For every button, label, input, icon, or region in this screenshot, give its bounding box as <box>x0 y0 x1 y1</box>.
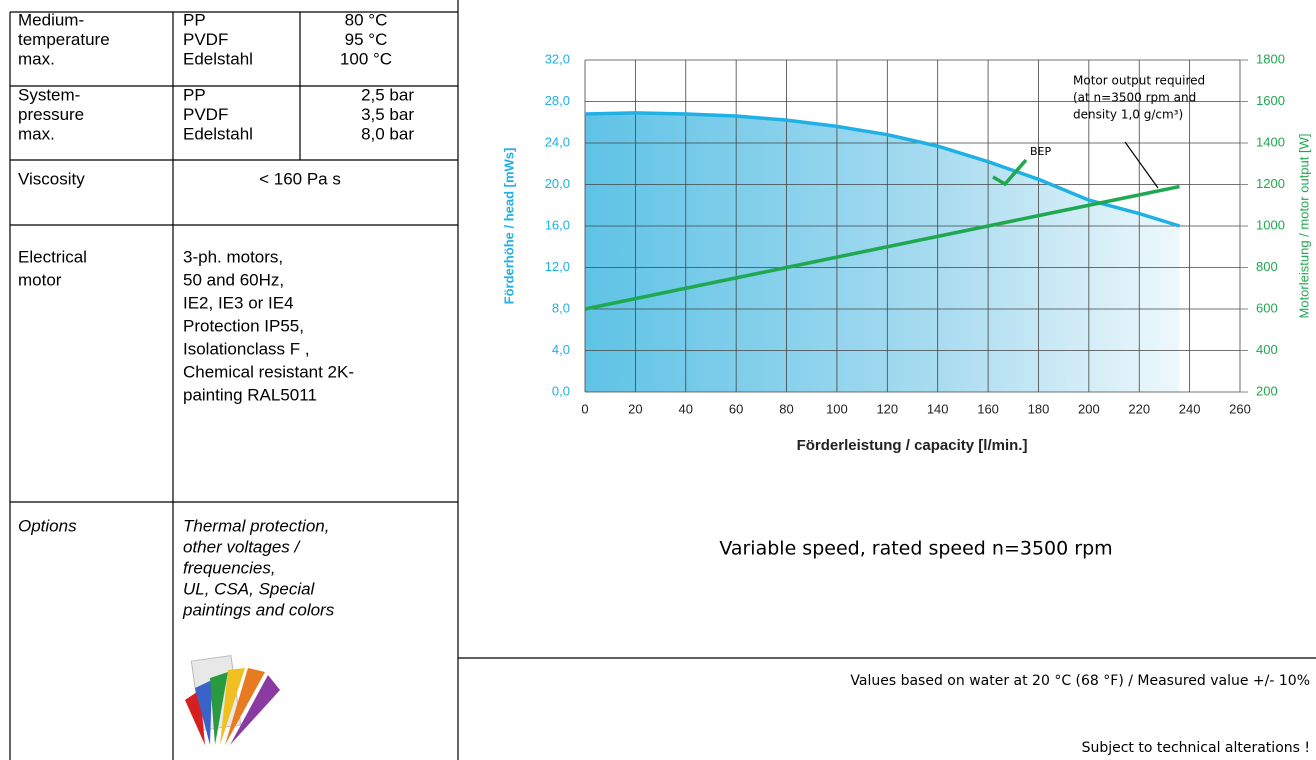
row-label: motor <box>18 270 62 289</box>
limit-value: 95 °C <box>345 30 388 49</box>
caption: Variable speed, rated speed n=3500 rpm <box>719 538 1112 560</box>
cell-text: UL, CSA, Special <box>183 579 316 598</box>
y-tick-label: 20,0 <box>545 176 570 191</box>
y-tick-label: 8,0 <box>552 300 570 315</box>
x-tick-label: 160 <box>977 401 999 416</box>
x-tick-label: 260 <box>1229 401 1251 416</box>
material: PP <box>183 10 206 29</box>
material: Edelstahl <box>183 49 253 68</box>
annotation: Motor output required <box>1073 74 1205 88</box>
annotation: (at n=3500 rpm and <box>1073 91 1196 105</box>
series-line <box>584 111 1181 228</box>
cell-text: Thermal protection, <box>183 516 329 535</box>
x-tick-label: 40 <box>679 401 693 416</box>
cell-text: other voltages / <box>183 537 302 556</box>
y-tick-label: 32,0 <box>545 51 570 66</box>
y-tick-label: 16,0 <box>545 217 570 232</box>
x-tick-label: 120 <box>876 401 898 416</box>
limit-value: 80 °C <box>345 10 388 29</box>
cell-text: paintings and colors <box>182 600 335 619</box>
bep-label: BEP <box>1030 145 1051 158</box>
y2-tick-label: 800 <box>1256 259 1278 274</box>
row-label: pressure <box>18 105 84 124</box>
row-label: System- <box>18 85 80 104</box>
y-axis-title: Förderhöhe / head [mWs] <box>501 148 516 305</box>
row-label: temperature <box>18 30 110 49</box>
material: Edelstahl <box>183 124 253 143</box>
row-label: max. <box>18 124 55 143</box>
y-tick-label: 0,0 <box>552 383 570 398</box>
x-axis-title: Förderleistung / capacity [l/min.] <box>797 437 1028 454</box>
row-label: Options <box>18 516 77 535</box>
note: Values based on water at 20 °C (68 °F) /… <box>850 673 1310 689</box>
y-tick-label: 28,0 <box>545 93 570 108</box>
annotation: density 1,0 g/cm³) <box>1073 108 1183 122</box>
x-tick-label: 60 <box>729 401 743 416</box>
cell-text: 50 and 60Hz, <box>183 270 284 289</box>
disclaimer: Subject to technical alterations ! <box>1082 740 1310 756</box>
table-lines <box>9 0 1316 760</box>
x-tick-label: 0 <box>581 401 588 416</box>
material: PVDF <box>183 105 228 124</box>
y2-tick-label: 400 <box>1256 342 1278 357</box>
cell-text: IE2, IE3 or IE4 <box>183 293 294 312</box>
cell-text: Isolationclass F , <box>183 339 310 358</box>
head-area <box>585 112 1180 392</box>
cell-text: Protection IP55, <box>183 316 304 335</box>
y2-tick-label: 1400 <box>1256 134 1285 149</box>
limit-value: 3,5 bar <box>361 105 414 124</box>
y2-tick-label: 1600 <box>1256 93 1285 108</box>
limit-value: 2,5 bar <box>361 85 414 104</box>
y2-tick-label: 1000 <box>1256 217 1285 232</box>
y-tick-label: 4,0 <box>552 342 570 357</box>
color-fan-image <box>185 654 280 745</box>
limit-value: 8,0 bar <box>361 124 414 143</box>
y2-tick-label: 1800 <box>1256 51 1285 66</box>
row-label: Viscosity <box>18 169 85 188</box>
y-tick-label: 12,0 <box>545 259 570 274</box>
x-tick-label: 200 <box>1078 401 1100 416</box>
cell-text: painting RAL5011 <box>183 385 317 404</box>
x-tick-label: 220 <box>1128 401 1150 416</box>
row-label: Electrical <box>18 247 87 266</box>
material: PP <box>183 85 206 104</box>
cell-text: frequencies, <box>183 558 276 577</box>
x-tick-label: 100 <box>826 401 848 416</box>
y2-tick-label: 200 <box>1256 383 1278 398</box>
material: PVDF <box>183 30 228 49</box>
x-tick-label: 140 <box>927 401 949 416</box>
x-tick-label: 20 <box>628 401 642 416</box>
cell-text: 3-ph. motors, <box>183 247 283 266</box>
row-label: Medium- <box>18 10 84 29</box>
x-tick-label: 240 <box>1179 401 1201 416</box>
limit-value: 100 °C <box>340 49 392 68</box>
y2-tick-label: 1200 <box>1256 176 1285 191</box>
y2-axis-title: Motorleistung / motor output [W] <box>1296 134 1311 319</box>
x-tick-label: 80 <box>779 401 793 416</box>
y2-tick-label: 600 <box>1256 300 1278 315</box>
series-line <box>584 184 1180 311</box>
cell-text: < 160 Pa s <box>259 169 341 188</box>
cell-text: Chemical resistant 2K- <box>183 362 354 381</box>
y-tick-label: 24,0 <box>545 134 570 149</box>
row-label: max. <box>18 49 55 68</box>
x-tick-label: 180 <box>1028 401 1050 416</box>
leader-line <box>1124 141 1159 189</box>
bep-check <box>992 158 1028 187</box>
